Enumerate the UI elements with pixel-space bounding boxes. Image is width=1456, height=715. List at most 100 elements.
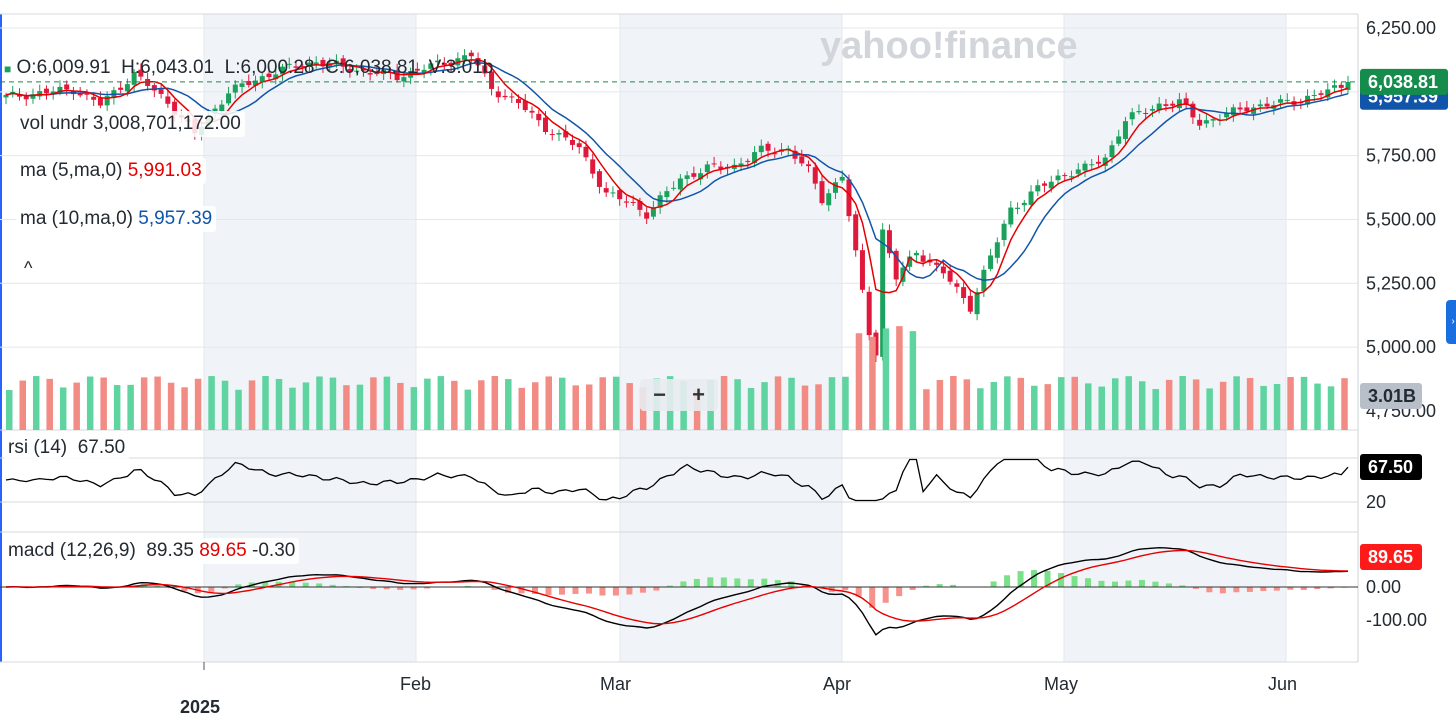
candle-body xyxy=(569,139,575,145)
candle-body xyxy=(880,229,886,357)
candle-body xyxy=(10,91,16,93)
macd-hist-bar xyxy=(235,584,242,587)
volume-bar xyxy=(383,376,391,430)
candle-body xyxy=(482,65,488,74)
candle-body xyxy=(1190,103,1196,118)
candle-body xyxy=(313,62,319,65)
ohlc-low: L:6,000.28 xyxy=(224,57,315,78)
volume-bar xyxy=(612,376,620,430)
macd-hist-bar xyxy=(154,585,161,587)
volume-bar xyxy=(599,377,606,430)
candle-body xyxy=(219,104,225,112)
candle-body xyxy=(1069,176,1075,178)
candle-body xyxy=(738,163,744,167)
macd-hist-bar xyxy=(693,578,700,587)
candle-body xyxy=(1001,223,1007,241)
volume-bar xyxy=(19,380,26,430)
macd-hist-bar xyxy=(788,581,795,587)
volume-tag-text: 3.01B xyxy=(1368,386,1416,406)
legend-rsi-value: 67.50 xyxy=(77,437,126,458)
volume-bar xyxy=(1246,377,1254,430)
volume-bar xyxy=(1084,383,1092,430)
legend-macd-value: 89.35 xyxy=(146,540,194,561)
candle-body xyxy=(435,60,441,63)
legend-rsi-label: rsi (14) xyxy=(8,437,68,458)
ohlc-high: H:6,043.01 xyxy=(121,57,215,78)
rsi-line xyxy=(5,458,1349,502)
legend-rsi[interactable]: rsi (14) 67.50 xyxy=(4,435,130,461)
volume-bar xyxy=(491,376,499,430)
volume-bar xyxy=(1327,386,1335,430)
candle-body xyxy=(563,131,569,138)
candle-body xyxy=(1203,120,1209,124)
price-tick-label: 5,750.00 xyxy=(1366,146,1436,166)
candle-body xyxy=(1230,107,1236,116)
candle-body xyxy=(1062,175,1068,177)
volume-bar xyxy=(720,376,728,430)
candle-body xyxy=(1338,84,1344,88)
candle-body xyxy=(1008,207,1014,225)
rsi-tick-label: 20 xyxy=(1366,492,1386,512)
expand-panel-chevron-icon[interactable]: › xyxy=(1446,300,1456,344)
macd-tag-bg xyxy=(1360,544,1422,570)
volume-bar xyxy=(869,336,876,430)
macd-hist-bar xyxy=(410,587,417,590)
candle-body xyxy=(1176,99,1182,109)
candle-body xyxy=(239,83,245,87)
volume-bar xyxy=(545,376,552,430)
volume-bar xyxy=(1192,379,1200,430)
zoom-out-button[interactable]: − xyxy=(653,382,666,407)
legend-volume[interactable]: vol undr 3,008,701,172.00 xyxy=(16,111,245,137)
macd-hist-bar xyxy=(532,587,539,594)
candle-body xyxy=(650,207,656,217)
candle-body xyxy=(1116,136,1122,144)
candle-body xyxy=(118,87,124,90)
volume-bar xyxy=(788,377,795,430)
volume-bar xyxy=(410,387,418,430)
volume-bar xyxy=(59,387,67,430)
candle-body xyxy=(1156,103,1162,111)
candle-body xyxy=(232,84,238,93)
macd-hist-bar xyxy=(208,587,215,592)
candle-body xyxy=(1021,202,1027,206)
volume-bar xyxy=(1152,389,1159,430)
candle-body xyxy=(994,242,1000,258)
legend-macd-hist: -0.30 xyxy=(252,540,296,561)
volume-bar xyxy=(1044,384,1052,430)
macd-hist-bar xyxy=(1219,587,1226,594)
legend-macd[interactable]: macd (12,26,9) 89.35 89.65 -0.30 xyxy=(4,538,300,564)
candle-body xyxy=(1251,107,1257,114)
candle-body xyxy=(448,62,454,66)
macd-hist-bar xyxy=(747,579,754,587)
price-tick-label: 5,500.00 xyxy=(1366,209,1436,229)
candle-body xyxy=(940,266,946,274)
macd-hist-bar xyxy=(1017,571,1024,587)
ohlc-open: O:6,009.91 xyxy=(16,57,111,78)
collapse-legend-icon[interactable]: ^ xyxy=(24,258,33,278)
volume-bar xyxy=(626,383,633,430)
rsi-tag-bg xyxy=(1360,454,1422,480)
candle-body xyxy=(509,96,515,98)
macd-hist-bar xyxy=(464,585,471,587)
candle-body xyxy=(131,71,137,85)
legend-ma5[interactable]: ma (5,ma,0) 5,991.03 xyxy=(16,158,206,184)
volume-bar xyxy=(181,387,188,430)
volume-bar xyxy=(774,376,782,430)
macd-hist-bar xyxy=(1327,587,1334,589)
candle-body xyxy=(704,164,710,173)
candle-body xyxy=(947,270,953,282)
zoom-in-button[interactable]: + xyxy=(692,382,705,407)
candle-body xyxy=(1244,107,1250,112)
candle-body xyxy=(873,332,879,356)
macd-hist-bar xyxy=(869,587,876,608)
candle-body xyxy=(226,93,232,104)
candle-body xyxy=(50,91,56,95)
candle-body xyxy=(913,252,919,256)
candle-body xyxy=(630,201,636,203)
legend-macd-signal: 89.65 xyxy=(199,540,247,561)
volume-tag-bg xyxy=(1360,383,1422,409)
legend-ma10[interactable]: ma (10,ma,0) 5,957.39 xyxy=(16,206,217,232)
volume-bar xyxy=(1058,377,1065,430)
macd-hist-bar xyxy=(505,587,512,593)
